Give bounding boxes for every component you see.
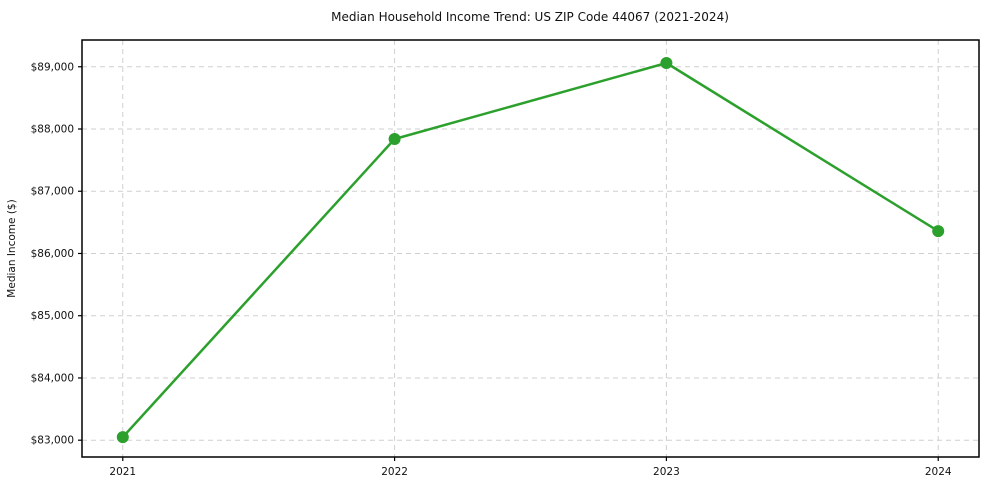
x-tick-label: 2022: [381, 466, 408, 478]
data-point-marker: [660, 57, 673, 69]
tick-label-layer: $83,000 $84,000 $85,000 $86,000 $87,000 $88,0…: [31, 61, 952, 478]
tick-layer: [78, 66, 939, 461]
grid-layer: [82, 40, 979, 457]
data-point-marker: [932, 225, 945, 238]
chart-title: Median Household Income Trend: US ZIP Co…: [331, 10, 729, 24]
trend-line: [121, 61, 940, 439]
y-tick-label: $88,000: [31, 124, 74, 136]
y-tick-label: $86,000: [31, 248, 74, 260]
x-tick-label: 2021: [109, 466, 136, 478]
y-tick-label: $85,000: [31, 310, 74, 322]
series-layer: [116, 57, 945, 444]
y-axis-label: Median Income ($): [6, 199, 18, 297]
y-tick-label: $89,000: [31, 61, 74, 73]
y-tick-label: $87,000: [31, 186, 74, 198]
data-point-marker: [388, 133, 401, 145]
y-tick-label: $83,000: [31, 435, 74, 447]
data-point-marker: [116, 431, 129, 444]
y-tick-label: $84,000: [31, 372, 74, 384]
x-tick-label: 2023: [653, 466, 680, 478]
plot-border: [81, 39, 980, 458]
x-tick-label: 2024: [925, 466, 952, 478]
